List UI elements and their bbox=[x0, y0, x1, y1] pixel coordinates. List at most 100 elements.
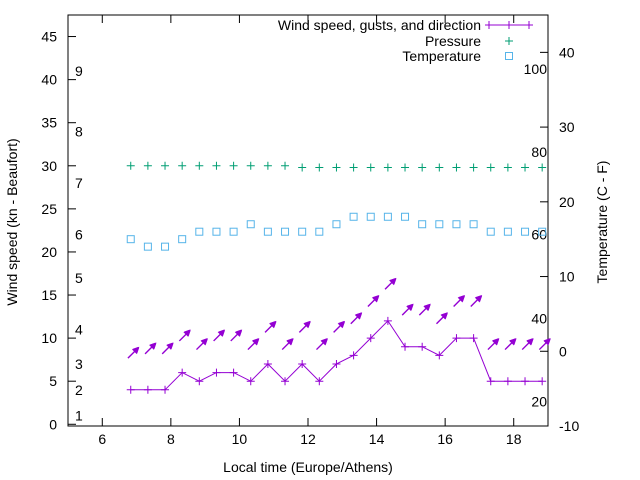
legend-label: Wind speed, gusts, and direction bbox=[278, 17, 481, 33]
wind-speed-point bbox=[538, 377, 547, 386]
fahrenheit-label: 20 bbox=[531, 393, 547, 409]
temperature-point bbox=[349, 212, 358, 221]
fahrenheit-label: 40 bbox=[531, 310, 547, 326]
beaufort-label: 4 bbox=[75, 321, 83, 337]
wind-speed-point bbox=[503, 377, 512, 386]
gust-arrow-head bbox=[183, 329, 191, 337]
pressure-point bbox=[332, 163, 341, 172]
pressure-point bbox=[486, 163, 495, 172]
gust-arrow-head bbox=[543, 338, 551, 346]
wind-speed-point bbox=[349, 351, 358, 360]
wind-speed-point bbox=[418, 342, 427, 351]
gust-arrow-head bbox=[371, 295, 380, 303]
legend: Wind speed, gusts, and directionPressure… bbox=[278, 17, 533, 64]
temperature-point bbox=[418, 220, 427, 229]
pressure-point bbox=[469, 163, 478, 172]
gust-arrow-head bbox=[269, 320, 277, 329]
temperature-point bbox=[195, 227, 204, 236]
gust-arrow-head bbox=[251, 338, 260, 346]
y-axis-right-label: Temperature (C - F) bbox=[594, 161, 610, 284]
gust-arrow-head bbox=[286, 338, 294, 346]
temperature-point bbox=[469, 220, 478, 229]
y-left-tick-label: 35 bbox=[41, 115, 57, 131]
wind-speed-point bbox=[401, 342, 410, 351]
wind-speed-line bbox=[130, 320, 543, 391]
wind-speed-point bbox=[452, 334, 461, 343]
pressure-point bbox=[383, 163, 392, 172]
pressure-point bbox=[521, 163, 530, 172]
gust-arrow-head bbox=[217, 329, 226, 337]
temperature-point bbox=[246, 220, 255, 229]
temperature-point bbox=[315, 227, 324, 236]
y-right-tick-label: 30 bbox=[559, 119, 575, 135]
gust-arrow-head bbox=[474, 295, 483, 303]
legend-swatch-marker bbox=[505, 52, 513, 60]
gust-arrow-head bbox=[440, 312, 448, 320]
beaufort-label: 7 bbox=[75, 175, 83, 191]
temperature-point bbox=[281, 227, 290, 236]
y-right-tick-label: 0 bbox=[559, 343, 567, 359]
fahrenheit-label: 80 bbox=[531, 144, 547, 160]
gust-arrow-head bbox=[303, 320, 311, 329]
beaufort-label: 1 bbox=[75, 408, 83, 424]
pressure-point bbox=[263, 161, 272, 170]
beaufort-label: 8 bbox=[75, 123, 83, 139]
x-tick-label: 12 bbox=[300, 431, 316, 447]
wind-speed-point bbox=[161, 385, 170, 394]
temperature-point bbox=[298, 227, 307, 236]
temperature-point bbox=[229, 227, 238, 236]
pressure-point bbox=[503, 163, 512, 172]
x-tick-label: 6 bbox=[98, 431, 106, 447]
gust-arrow-head bbox=[491, 338, 500, 346]
wind-speed-point bbox=[126, 385, 135, 394]
y-right-tick-label: 10 bbox=[559, 269, 575, 285]
temperature-point bbox=[452, 220, 461, 229]
fahrenheit-label: 60 bbox=[531, 227, 547, 243]
wind-speed-point bbox=[212, 368, 221, 377]
temperature-point bbox=[212, 227, 221, 236]
x-tick-label: 14 bbox=[369, 431, 385, 447]
pressure-point bbox=[281, 161, 290, 170]
temperature-point bbox=[401, 212, 410, 221]
legend-swatch-marker bbox=[505, 37, 513, 45]
temperature-point bbox=[503, 227, 512, 236]
pressure-point bbox=[161, 161, 170, 170]
wind-speed-point bbox=[435, 351, 444, 360]
beaufort-label: 3 bbox=[75, 356, 83, 372]
wind-speed-point bbox=[332, 359, 341, 368]
y-left-tick-label: 10 bbox=[41, 330, 57, 346]
pressure-point bbox=[349, 163, 358, 172]
y-right-tick-label: 40 bbox=[559, 44, 575, 60]
beaufort-label: 6 bbox=[75, 227, 83, 243]
x-tick-label: 16 bbox=[437, 431, 453, 447]
pressure-point bbox=[435, 163, 444, 172]
temperature-point bbox=[263, 227, 272, 236]
wind-speed-point bbox=[246, 377, 255, 386]
x-tick-label: 18 bbox=[506, 431, 522, 447]
gust-arrow-head bbox=[200, 338, 208, 346]
y-left-tick-label: 25 bbox=[41, 201, 57, 217]
gust-arrow-head bbox=[234, 329, 243, 337]
beaufort-labels: 1 2 3 4 5 6 7 8 9 bbox=[75, 63, 83, 424]
legend-label: Pressure bbox=[425, 33, 481, 49]
wind-speed-point bbox=[383, 316, 392, 325]
pressure-point bbox=[143, 161, 152, 170]
y-left-tick-label: 45 bbox=[41, 29, 57, 45]
temperature-point bbox=[383, 212, 392, 221]
legend-label: Temperature bbox=[402, 48, 481, 64]
gust-arrow-head bbox=[166, 342, 174, 350]
pressure-point bbox=[538, 163, 547, 172]
pressure-point bbox=[212, 161, 221, 170]
wind-speed-point bbox=[178, 368, 187, 377]
temperature-point bbox=[366, 212, 375, 221]
fahrenheit-label: 100 bbox=[524, 61, 548, 77]
y-left-tick-label: 5 bbox=[49, 373, 57, 389]
x-tick-label: 8 bbox=[167, 431, 175, 447]
temperature-point bbox=[435, 220, 444, 229]
beaufort-label: 5 bbox=[75, 270, 83, 286]
pressure-point bbox=[401, 163, 410, 172]
gust-arrow-head bbox=[320, 338, 328, 346]
temperature-point bbox=[486, 227, 495, 236]
gust-arrow-head bbox=[337, 320, 346, 329]
x-axis-label: Local time (Europe/Athens) bbox=[223, 459, 393, 475]
